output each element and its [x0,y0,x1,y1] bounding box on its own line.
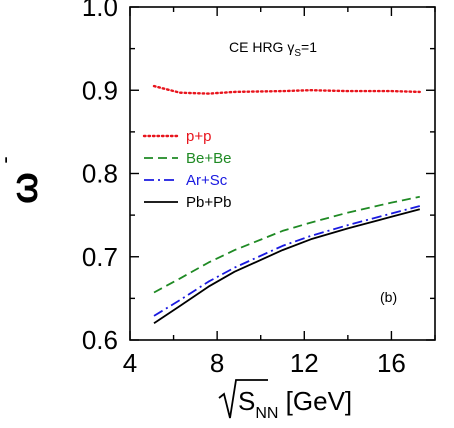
legend-label: Ar+Sc [186,172,228,189]
y-axis-label: ω [4,172,46,204]
panel-label: (b) [380,289,397,305]
series-line-p-p [152,84,421,95]
y-axis-label-sup: - [0,156,17,163]
x-tick-label: 16 [377,348,406,378]
annotation-label: CE HRG γS=1 [229,39,317,59]
legend-label: Be+Be [186,150,231,167]
x-axis-label: SNN [GeV] [238,386,352,422]
x-tick-label: 4 [123,348,137,378]
series-line-pb-pb [153,208,421,325]
legend-label: p+p [186,128,211,145]
series-line-be-be [153,195,420,294]
x-tick-label: 12 [290,348,319,378]
y-tick-label: 0.6 [82,325,118,355]
legend-label: Pb+Pb [186,194,231,211]
y-tick-label: 0.8 [82,159,118,189]
y-tick-label: 1.0 [82,0,118,22]
x-tick-label: 8 [210,348,224,378]
sqrt-sign [218,379,268,419]
series-line-ar-sc [153,205,421,317]
y-tick-label: 0.9 [82,75,118,105]
y-tick-label: 0.7 [82,242,118,272]
